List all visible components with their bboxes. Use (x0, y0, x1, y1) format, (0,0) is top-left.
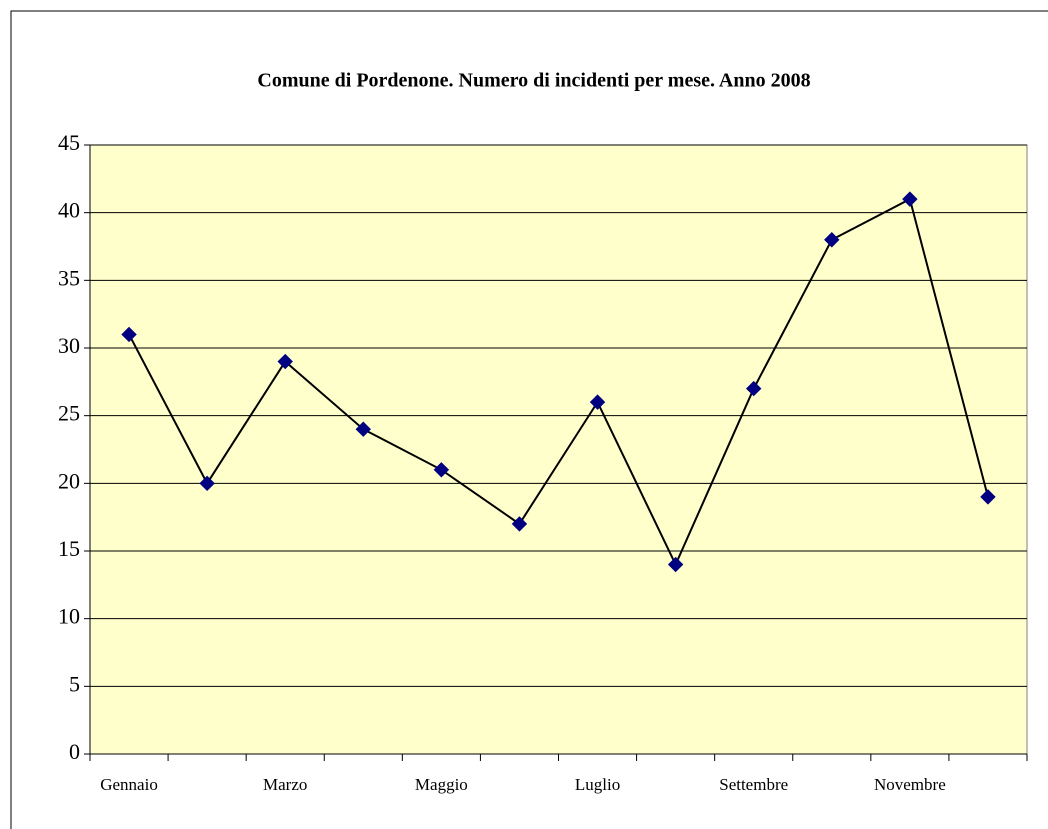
data-point (199, 475, 215, 492)
x-tick-label: Gennaio (100, 775, 158, 794)
y-tick-label: 25 (58, 401, 80, 426)
y-tick-label: 0 (69, 739, 80, 764)
data-point (433, 462, 450, 478)
data-point (980, 489, 996, 505)
x-tick-label: Novembre (874, 775, 946, 794)
data-point (355, 421, 371, 437)
data-point (902, 191, 918, 207)
y-tick-label: 35 (58, 265, 80, 290)
data-point (121, 326, 137, 343)
data-point (589, 394, 606, 410)
chart-title: Comune di Pordenone. Numero di incidenti… (257, 70, 810, 92)
data-point (824, 232, 840, 248)
y-tick-label: 45 (58, 130, 80, 155)
x-tick-label: Marzo (263, 775, 307, 794)
plot-area (89, 144, 1028, 755)
x-tick-label: Settembre (719, 775, 788, 794)
y-tick-label: 10 (58, 604, 80, 629)
data-point (667, 556, 684, 573)
x-tick-label: Maggio (415, 775, 468, 794)
y-tick-label: 20 (58, 468, 80, 493)
y-tick-label: 5 (69, 671, 80, 696)
data-point (746, 380, 762, 397)
y-tick-label: 15 (58, 536, 80, 561)
y-tick-label: 30 (58, 333, 80, 358)
x-tick-label: Luglio (575, 775, 620, 794)
data-point (511, 516, 528, 532)
y-tick-label: 40 (58, 198, 80, 223)
series-line (128, 197, 989, 567)
data-point (277, 353, 293, 370)
